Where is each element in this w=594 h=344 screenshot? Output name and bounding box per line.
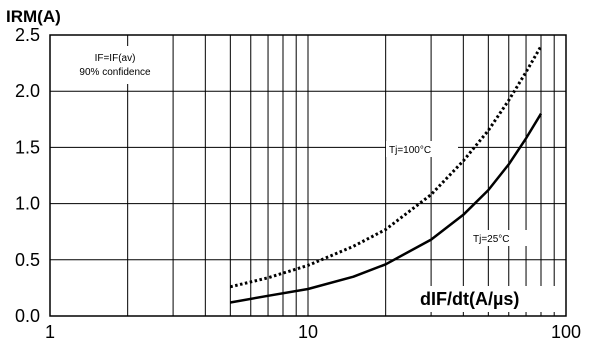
series-line-tj100 xyxy=(229,45,543,289)
series-label-tj25: Tj=25°C xyxy=(473,234,510,245)
condition-line-2: 90% confidence xyxy=(79,67,151,78)
y-tick-label: 2.0 xyxy=(15,81,40,101)
conditions-box: IF=IF(av) 90% confidence xyxy=(58,46,172,84)
x-tick-label: 100 xyxy=(551,322,581,342)
y-axis-title: IRM(A) xyxy=(6,7,61,26)
y-tick-label: 0.5 xyxy=(15,250,40,270)
x-axis-title: dIF/dt(A/µs) xyxy=(420,289,519,309)
series-label-tj100: Tj=100°C xyxy=(389,145,431,156)
y-tick-label: 0.0 xyxy=(15,306,40,326)
ticks: 0.0 0.5 1.0 1.5 2.0 2.5 1 10 100 xyxy=(15,25,581,342)
y-tick-label: 2.5 xyxy=(15,25,40,45)
plot-frame xyxy=(49,34,567,317)
x-tick-label: 10 xyxy=(298,322,318,342)
series-line-tj25 xyxy=(230,113,543,304)
y-tick-label: 1.0 xyxy=(15,194,40,214)
y-tick-label: 1.5 xyxy=(15,137,40,157)
grid xyxy=(50,35,566,316)
x-tick-label: 1 xyxy=(45,322,55,342)
condition-line-1: IF=IF(av) xyxy=(95,53,136,64)
curves xyxy=(229,45,543,304)
